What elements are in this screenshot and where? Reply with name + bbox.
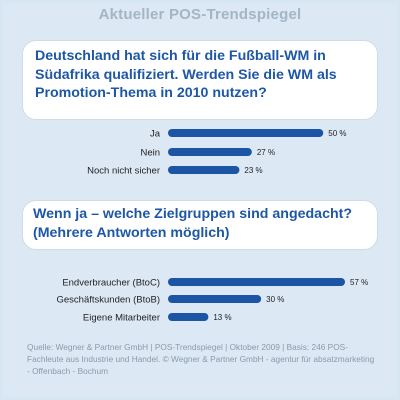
- value-label: 23 %: [244, 166, 262, 175]
- value-label: 50 %: [328, 129, 346, 138]
- category-label: Ja: [150, 129, 161, 140]
- question-box-1: Deutschland hat sich für die Fußball-WM …: [22, 40, 378, 120]
- page-title: Aktueller POS-Trendspiegel: [98, 6, 302, 23]
- value-label: 57 %: [350, 278, 368, 287]
- value-label: 27 %: [257, 148, 275, 157]
- category-label: Eigene Mitarbeiter: [83, 313, 160, 324]
- category-label: Noch nicht sicher: [87, 166, 160, 177]
- question-1-text: Deutschland hat sich für die Fußball-WM …: [35, 48, 337, 101]
- bar: [168, 295, 262, 303]
- value-label: 13 %: [213, 313, 231, 322]
- bar: [168, 278, 345, 286]
- bar: [168, 166, 240, 174]
- bar: [168, 129, 324, 137]
- value-label: 30 %: [266, 295, 284, 304]
- source-footnote: Quelle: Wegner & Partner GmbH | POS-Tren…: [27, 342, 375, 376]
- bar: [168, 148, 252, 156]
- question-box-2: Wenn ja – welche Zielgruppen sind angeda…: [22, 200, 378, 250]
- category-label: Nein: [140, 148, 160, 159]
- category-label: Endverbraucher (BtoC): [62, 278, 160, 289]
- bar: [168, 313, 209, 321]
- question-2-text: Wenn ja – welche Zielgruppen sind angeda…: [33, 206, 353, 241]
- category-label: Geschäftskunden (BtoB): [57, 295, 161, 306]
